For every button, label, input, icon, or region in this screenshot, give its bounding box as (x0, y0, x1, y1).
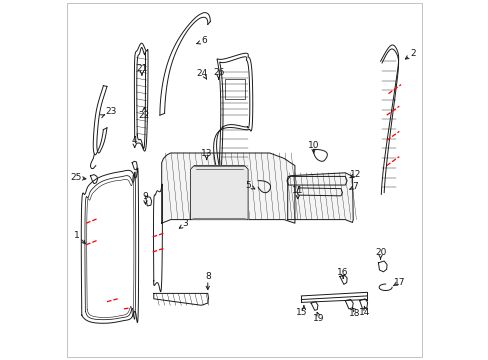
Text: 14: 14 (359, 308, 370, 317)
Text: 24: 24 (196, 69, 207, 78)
Text: 12: 12 (349, 171, 360, 180)
Text: 15: 15 (295, 308, 306, 317)
Text: 16: 16 (337, 268, 348, 277)
Text: 17: 17 (393, 279, 404, 288)
Text: 19: 19 (312, 315, 324, 324)
Text: 23: 23 (105, 107, 116, 116)
Text: 25: 25 (70, 173, 81, 182)
Text: 9: 9 (142, 192, 148, 201)
Text: 4: 4 (132, 136, 137, 145)
Text: 2: 2 (409, 49, 415, 58)
Text: 13: 13 (201, 149, 212, 158)
Text: 11: 11 (291, 186, 303, 195)
Text: 1: 1 (74, 231, 80, 240)
Text: 22: 22 (139, 111, 150, 120)
Polygon shape (190, 166, 247, 220)
Bar (224, 79, 244, 99)
Text: 20: 20 (374, 248, 386, 257)
Text: 3: 3 (182, 220, 188, 229)
Text: 8: 8 (204, 272, 210, 281)
Polygon shape (287, 173, 352, 222)
Text: 6: 6 (201, 36, 206, 45)
Text: 26: 26 (212, 68, 224, 77)
Polygon shape (162, 153, 294, 223)
Text: 18: 18 (348, 310, 360, 319)
Text: 7: 7 (352, 182, 358, 191)
Text: 21: 21 (136, 64, 147, 73)
Text: 5: 5 (244, 181, 250, 190)
Text: 10: 10 (307, 141, 319, 150)
